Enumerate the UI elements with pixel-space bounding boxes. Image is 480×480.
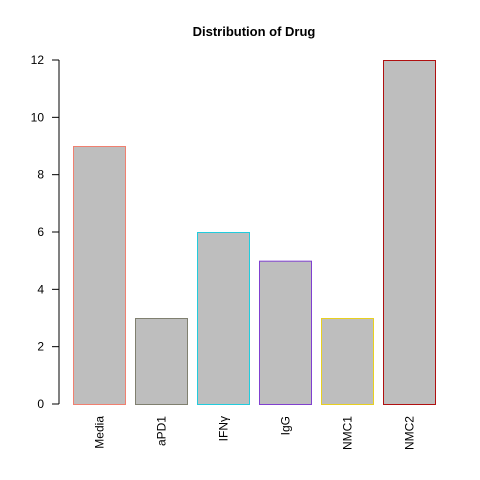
bar-apd1: [135, 318, 188, 405]
y-tick-label: 8: [37, 168, 44, 182]
x-tick-label: NMC1: [341, 416, 355, 450]
y-tick-label: 6: [37, 225, 44, 239]
y-tick-label: 10: [31, 110, 45, 124]
y-tick-label: 0: [37, 397, 44, 411]
y-axis: 0 2 4 6 8 10 12: [31, 53, 60, 411]
y-tick-label: 2: [37, 340, 44, 354]
x-tick-label: NMC2: [403, 416, 417, 450]
x-tick-label: aPD1: [155, 416, 169, 446]
x-tick-label: IFNγ: [217, 416, 231, 441]
bar-ifn-: [197, 232, 250, 405]
x-tick-label: IgG: [279, 416, 293, 435]
y-tick-label: 12: [31, 53, 45, 67]
chart-title: Distribution of Drug: [193, 24, 316, 39]
bar-media: [73, 146, 126, 405]
x-tick-label: Media: [93, 416, 107, 449]
y-tick-label: 4: [37, 282, 44, 296]
bar-igg: [259, 260, 312, 405]
x-tick-labels: Media aPD1 IFNγ IgG NMC1 NMC2: [93, 416, 417, 450]
bars-group: [73, 60, 436, 405]
bar-nmc1: [321, 318, 374, 405]
bar-nmc2: [383, 60, 436, 405]
